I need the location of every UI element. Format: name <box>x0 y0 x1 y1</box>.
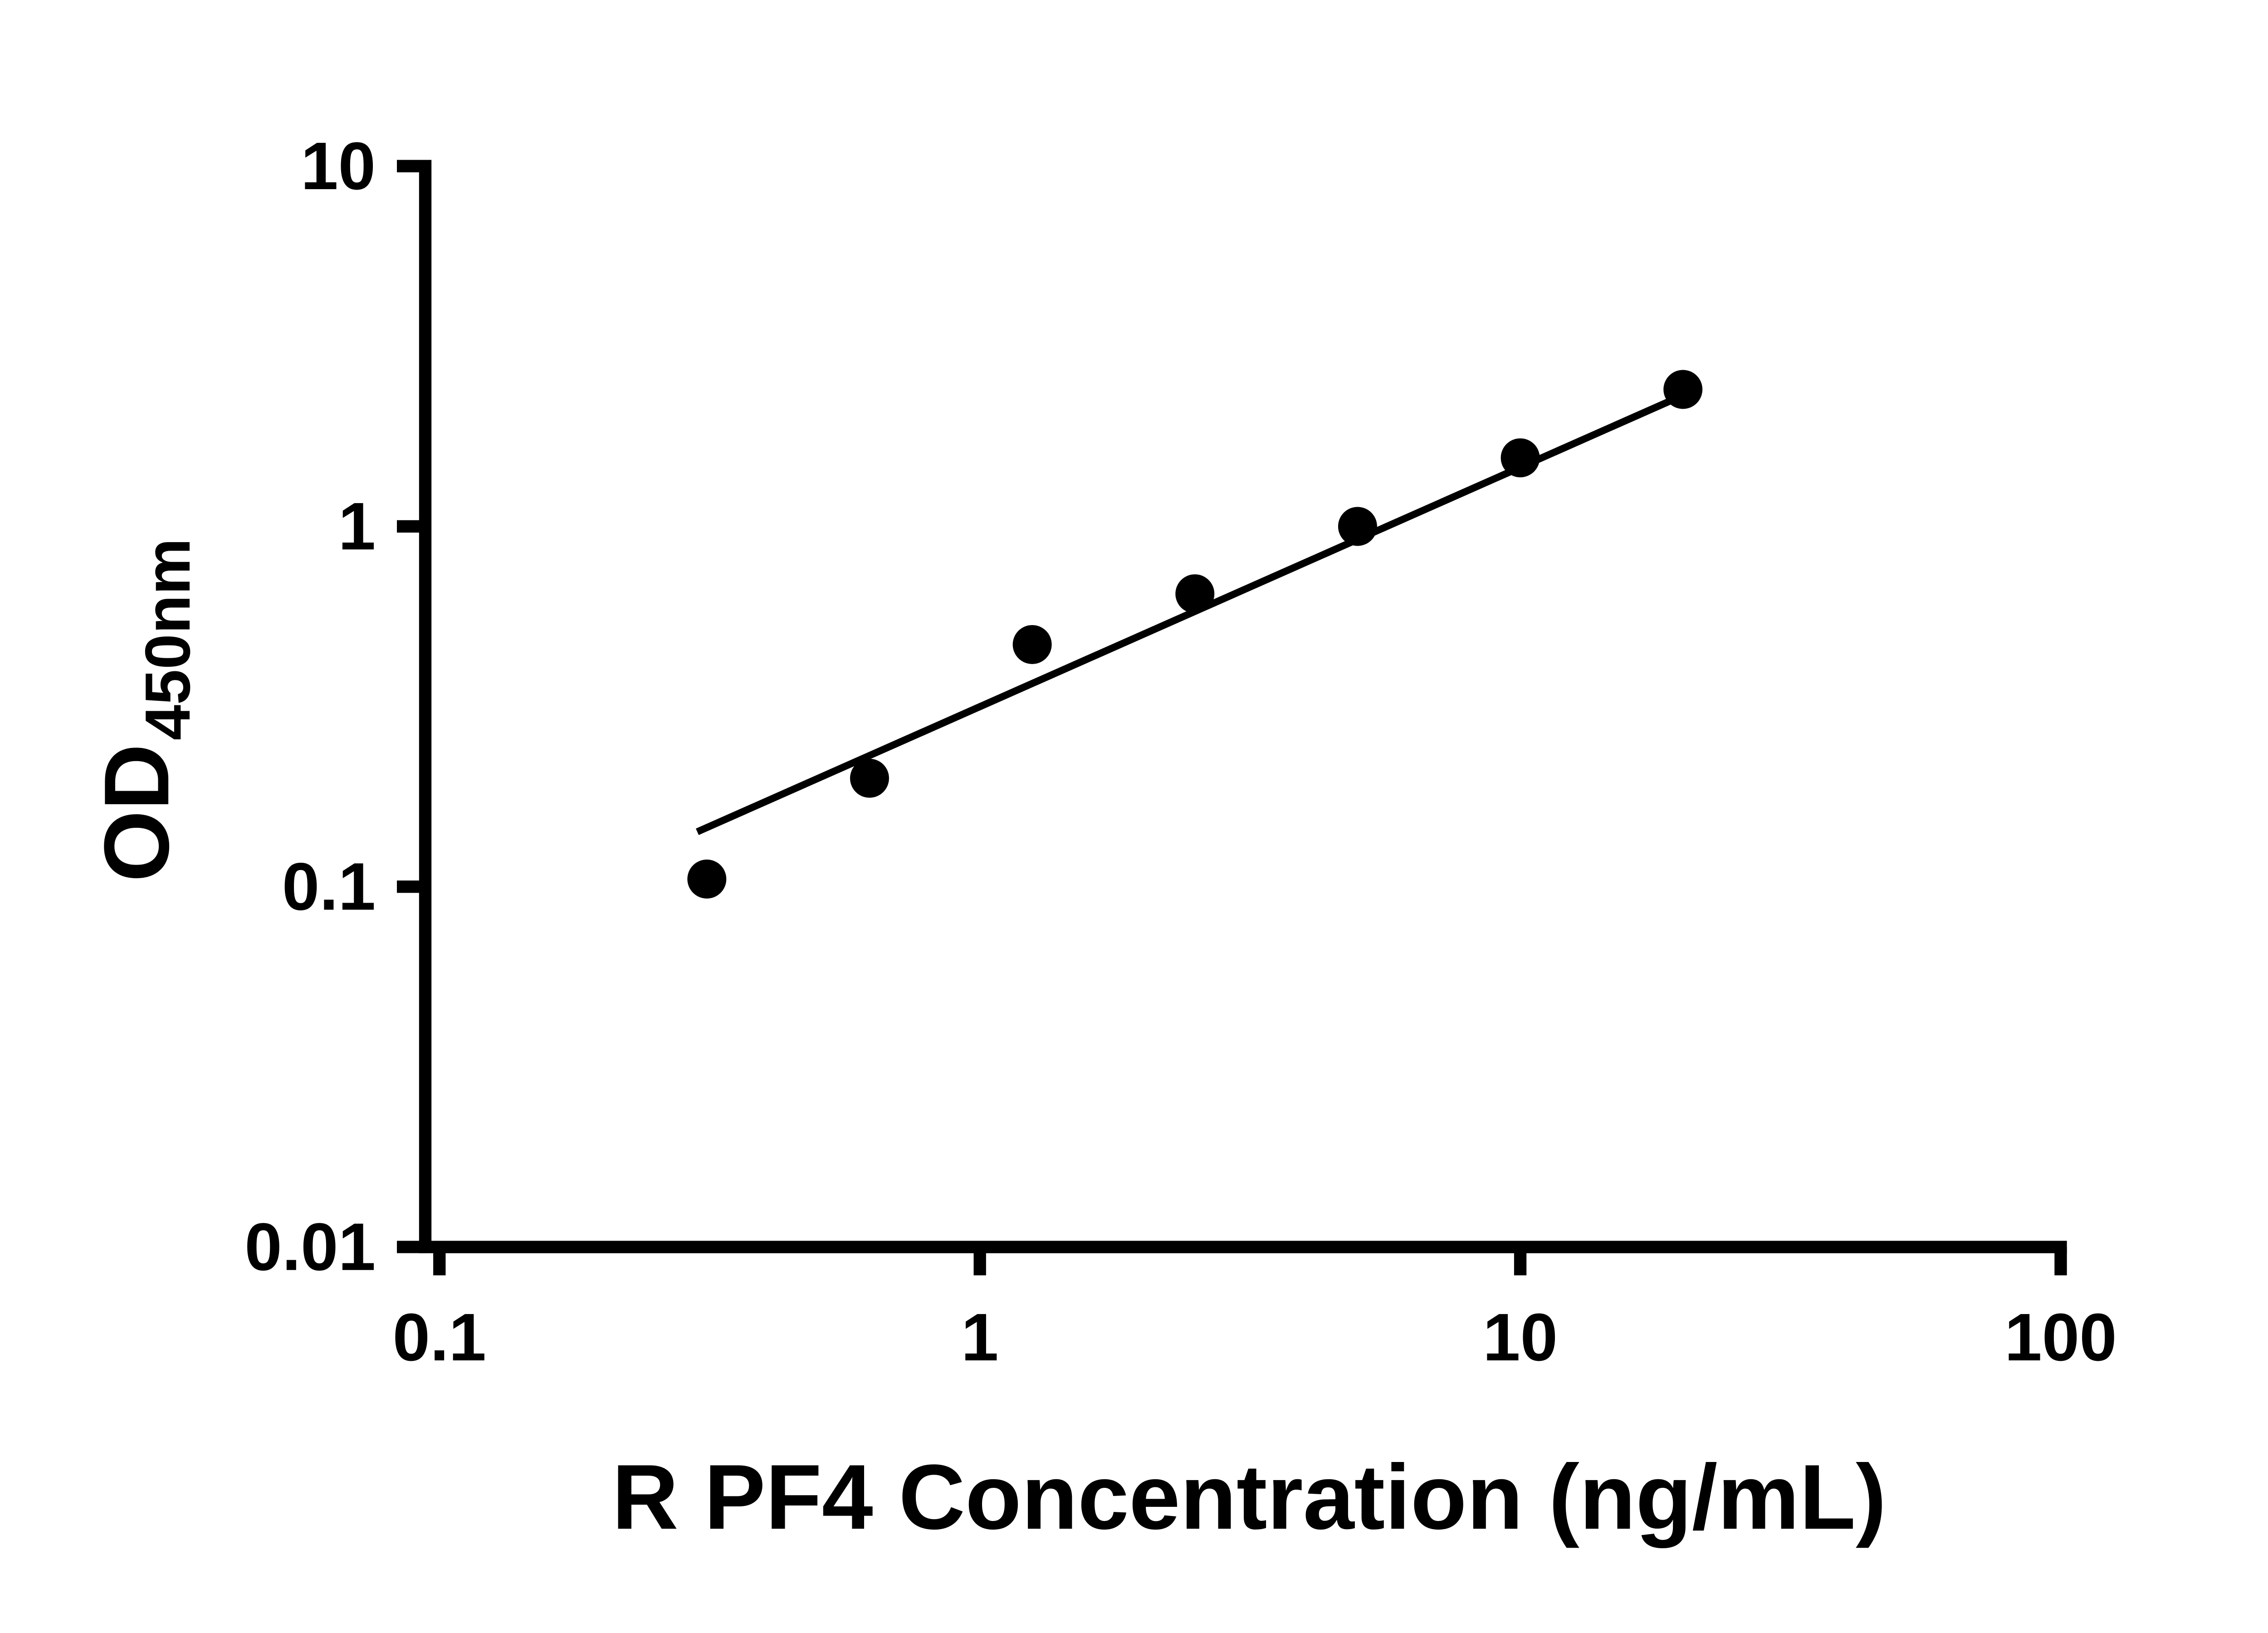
y-tick-label: 0.1 <box>282 850 376 924</box>
y-tick-label: 1 <box>338 489 376 564</box>
x-axis-label: R PF4 Concentration (ng/mL) <box>612 1446 1887 1549</box>
x-tick-label: 10 <box>1483 1300 1558 1375</box>
y-tick-label: 10 <box>301 129 376 204</box>
y-axis-label-main: OD <box>85 744 188 882</box>
x-tick-label: 1 <box>961 1300 999 1375</box>
standard-curve-figure: 0.01 0.1 1 10 0.1 1 10 100 R PF4 Concentration … <box>0 19 2268 1614</box>
data-point <box>850 758 889 798</box>
data-point <box>1175 574 1215 614</box>
y-axis-label-subscript: 450nm <box>132 538 203 741</box>
data-point <box>1501 438 1540 478</box>
x-tick-label: 0.1 <box>393 1300 486 1375</box>
data-points-group <box>687 370 1703 899</box>
data-point <box>1663 370 1703 409</box>
y-axis-label: OD450nm <box>85 538 203 882</box>
y-tick-label: 0.01 <box>244 1210 376 1285</box>
axis-spine <box>419 160 2067 1253</box>
data-point <box>1012 625 1052 665</box>
data-point <box>1338 507 1377 546</box>
x-tick-label: 100 <box>2004 1300 2117 1375</box>
data-point <box>687 860 727 899</box>
